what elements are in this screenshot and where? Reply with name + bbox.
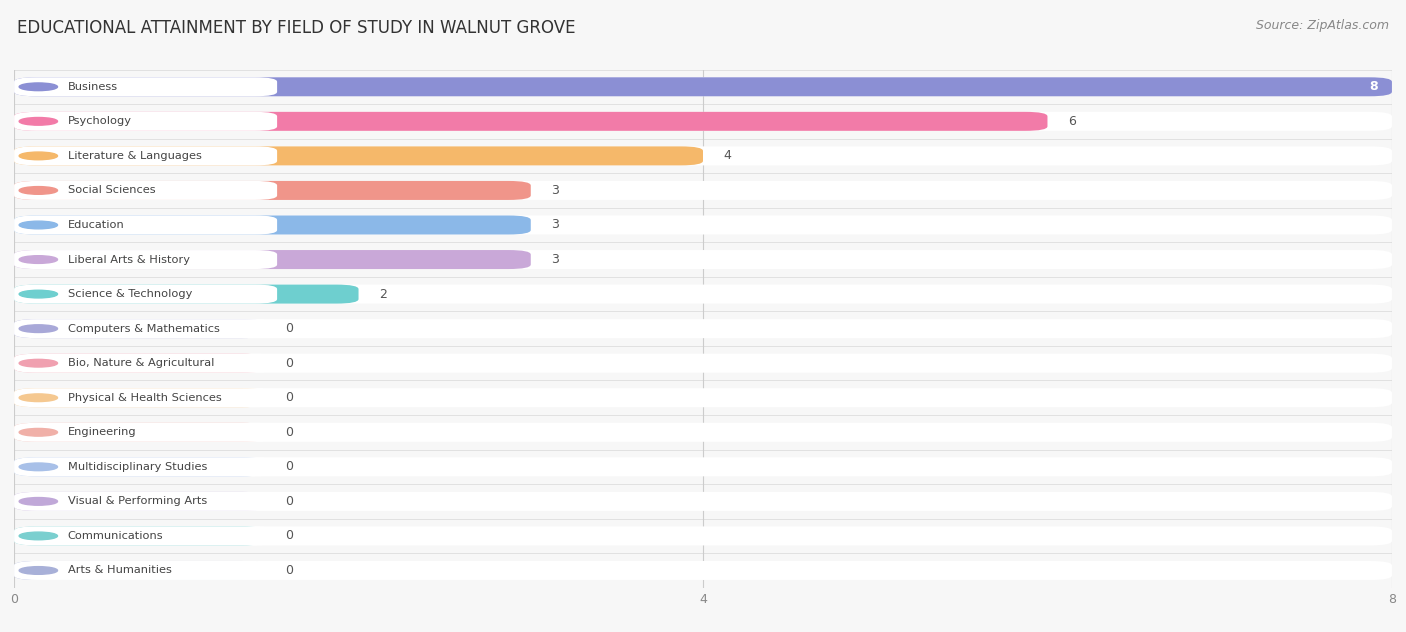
- Text: Arts & Humanities: Arts & Humanities: [67, 566, 172, 576]
- Text: Physical & Health Sciences: Physical & Health Sciences: [67, 392, 222, 403]
- Text: EDUCATIONAL ATTAINMENT BY FIELD OF STUDY IN WALNUT GROVE: EDUCATIONAL ATTAINMENT BY FIELD OF STUDY…: [17, 19, 575, 37]
- FancyBboxPatch shape: [14, 77, 1392, 96]
- FancyBboxPatch shape: [14, 216, 1392, 234]
- Circle shape: [20, 83, 58, 90]
- FancyBboxPatch shape: [14, 112, 277, 131]
- Text: Liberal Arts & History: Liberal Arts & History: [67, 255, 190, 265]
- FancyBboxPatch shape: [14, 526, 264, 545]
- Text: 8: 8: [1369, 80, 1378, 94]
- FancyBboxPatch shape: [14, 284, 359, 303]
- FancyBboxPatch shape: [14, 388, 264, 407]
- FancyBboxPatch shape: [14, 561, 277, 580]
- FancyBboxPatch shape: [14, 458, 264, 477]
- FancyBboxPatch shape: [14, 319, 264, 338]
- FancyBboxPatch shape: [14, 458, 1392, 477]
- FancyBboxPatch shape: [14, 250, 1392, 269]
- FancyBboxPatch shape: [14, 77, 1392, 96]
- FancyBboxPatch shape: [14, 319, 1392, 338]
- Text: 2: 2: [380, 288, 387, 301]
- Text: 0: 0: [285, 426, 294, 439]
- FancyBboxPatch shape: [14, 77, 277, 96]
- Circle shape: [20, 256, 58, 264]
- Text: 0: 0: [285, 322, 294, 335]
- FancyBboxPatch shape: [14, 561, 1392, 580]
- FancyBboxPatch shape: [14, 354, 1392, 373]
- FancyBboxPatch shape: [14, 423, 1392, 442]
- FancyBboxPatch shape: [14, 319, 277, 338]
- FancyBboxPatch shape: [14, 112, 1392, 131]
- FancyBboxPatch shape: [14, 458, 277, 477]
- Circle shape: [20, 394, 58, 401]
- Text: 4: 4: [724, 149, 731, 162]
- Text: Social Sciences: Social Sciences: [67, 185, 156, 195]
- Circle shape: [20, 463, 58, 471]
- FancyBboxPatch shape: [14, 250, 277, 269]
- Text: Literature & Languages: Literature & Languages: [67, 151, 201, 161]
- Text: 0: 0: [285, 495, 294, 508]
- FancyBboxPatch shape: [14, 354, 277, 373]
- Text: Source: ZipAtlas.com: Source: ZipAtlas.com: [1256, 19, 1389, 32]
- Text: 0: 0: [285, 460, 294, 473]
- Text: Business: Business: [67, 82, 118, 92]
- Text: 6: 6: [1069, 115, 1076, 128]
- Text: Psychology: Psychology: [67, 116, 132, 126]
- FancyBboxPatch shape: [14, 526, 1392, 545]
- Text: Multidisciplinary Studies: Multidisciplinary Studies: [67, 462, 207, 472]
- FancyBboxPatch shape: [14, 147, 703, 166]
- Circle shape: [20, 152, 58, 160]
- FancyBboxPatch shape: [14, 388, 277, 407]
- Text: Visual & Performing Arts: Visual & Performing Arts: [67, 496, 207, 506]
- Text: Education: Education: [67, 220, 125, 230]
- Text: 3: 3: [551, 219, 560, 231]
- FancyBboxPatch shape: [14, 112, 1047, 131]
- Circle shape: [20, 532, 58, 540]
- Text: 0: 0: [285, 564, 294, 577]
- Text: 3: 3: [551, 253, 560, 266]
- FancyBboxPatch shape: [14, 147, 277, 166]
- FancyBboxPatch shape: [14, 423, 277, 442]
- FancyBboxPatch shape: [14, 492, 1392, 511]
- Text: 0: 0: [285, 391, 294, 404]
- FancyBboxPatch shape: [14, 354, 264, 373]
- FancyBboxPatch shape: [14, 284, 277, 303]
- FancyBboxPatch shape: [14, 388, 1392, 407]
- Text: 3: 3: [551, 184, 560, 197]
- Text: 0: 0: [285, 530, 294, 542]
- Circle shape: [20, 497, 58, 505]
- FancyBboxPatch shape: [14, 284, 1392, 303]
- FancyBboxPatch shape: [14, 423, 264, 442]
- FancyBboxPatch shape: [14, 250, 531, 269]
- Circle shape: [20, 186, 58, 194]
- Text: Engineering: Engineering: [67, 427, 136, 437]
- Text: Bio, Nature & Agricultural: Bio, Nature & Agricultural: [67, 358, 214, 368]
- FancyBboxPatch shape: [14, 492, 277, 511]
- FancyBboxPatch shape: [14, 526, 277, 545]
- Circle shape: [20, 290, 58, 298]
- FancyBboxPatch shape: [14, 216, 531, 234]
- Circle shape: [20, 118, 58, 125]
- Text: Computers & Mathematics: Computers & Mathematics: [67, 324, 219, 334]
- Circle shape: [20, 325, 58, 332]
- Circle shape: [20, 360, 58, 367]
- Text: Communications: Communications: [67, 531, 163, 541]
- FancyBboxPatch shape: [14, 181, 277, 200]
- Text: 0: 0: [285, 356, 294, 370]
- FancyBboxPatch shape: [14, 181, 531, 200]
- FancyBboxPatch shape: [14, 147, 1392, 166]
- Text: Science & Technology: Science & Technology: [67, 289, 193, 299]
- FancyBboxPatch shape: [14, 561, 264, 580]
- Circle shape: [20, 428, 58, 436]
- FancyBboxPatch shape: [14, 216, 277, 234]
- Circle shape: [20, 567, 58, 574]
- FancyBboxPatch shape: [14, 181, 1392, 200]
- Circle shape: [20, 221, 58, 229]
- FancyBboxPatch shape: [14, 492, 264, 511]
